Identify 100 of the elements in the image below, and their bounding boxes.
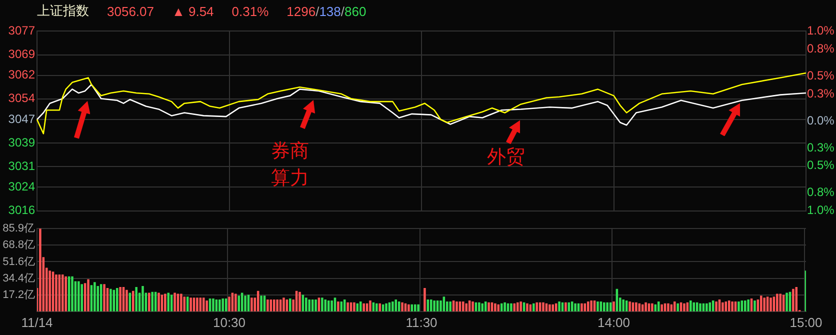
bar (603, 302, 606, 312)
bar (298, 292, 301, 312)
x-tick-label: 11:30 (406, 314, 438, 330)
bar (763, 298, 766, 312)
bar (148, 292, 150, 312)
bar (394, 300, 397, 312)
bar (337, 301, 340, 312)
bar (206, 300, 208, 312)
y-tick-label: 3062 (8, 68, 36, 82)
bar (536, 302, 538, 312)
bar (786, 292, 788, 312)
bar (488, 302, 490, 312)
bar (353, 302, 356, 312)
bar (158, 292, 160, 312)
y2-tick-label: 0.8% (807, 41, 835, 56)
annotation: 外贸 (487, 145, 526, 170)
bar (289, 298, 292, 312)
text: 3056.07 (107, 4, 154, 18)
y-tick-label: 3069 (8, 47, 36, 62)
bar (392, 301, 394, 312)
bar (744, 300, 746, 312)
bar (478, 302, 480, 312)
y-tick-label: 3031 (8, 158, 36, 173)
bar (516, 302, 519, 312)
bar (48, 270, 51, 312)
bar (180, 294, 182, 312)
bar (376, 303, 378, 312)
bar (222, 298, 224, 312)
bar (378, 303, 381, 312)
bar (126, 290, 128, 312)
bar (308, 300, 310, 312)
bar (510, 303, 512, 312)
bar (494, 303, 496, 312)
bar (244, 296, 246, 312)
bar (440, 300, 442, 312)
bar (456, 301, 458, 312)
bar (532, 303, 535, 312)
bar (715, 301, 718, 312)
bar (228, 296, 230, 312)
bar (132, 290, 134, 312)
bar (110, 288, 112, 312)
bar (731, 301, 734, 312)
bar (62, 274, 64, 312)
bar (504, 302, 506, 312)
bar (142, 286, 144, 312)
x-tick-label: 14:00 (597, 314, 630, 330)
bar (747, 300, 750, 312)
bar (330, 300, 333, 312)
bar (722, 302, 724, 312)
y2-tick-label: 1.0% (807, 203, 835, 218)
bar (135, 287, 138, 312)
bar (346, 302, 349, 312)
annotation: 券商算力 (271, 139, 310, 191)
y2-tick-label: 0.5% (807, 68, 835, 82)
bar (321, 298, 324, 312)
bar (417, 304, 420, 312)
text: ▲ 9.54 (172, 4, 214, 18)
bar (542, 302, 544, 312)
bar (369, 300, 372, 312)
y-tick-label: 68.8亿 (2, 239, 35, 252)
bar (218, 300, 221, 312)
y2-tick-label: 0.0% (807, 113, 835, 128)
bar (190, 298, 192, 312)
chart-title: 上证指数 (37, 2, 89, 20)
bar (260, 296, 262, 312)
y2-tick-label: 0.5% (807, 158, 835, 172)
bar (401, 302, 404, 312)
bar (526, 303, 528, 312)
y2-tick-label: 0.8% (807, 185, 835, 200)
bar (80, 284, 83, 312)
bar (78, 281, 80, 312)
y-tick-label: 3016 (8, 203, 36, 218)
bar (385, 303, 388, 312)
bar (779, 294, 782, 312)
bar (424, 288, 426, 312)
bar (64, 276, 67, 312)
bar (612, 301, 615, 312)
y2-tick-label: 0.3% (807, 86, 835, 100)
y-tick-label: 85.9亿 (2, 222, 35, 235)
x-tick-label: 11/14 (21, 314, 53, 330)
bar (590, 300, 592, 312)
bar (103, 284, 106, 312)
bar (119, 287, 122, 312)
bar (94, 282, 96, 312)
bar (683, 303, 686, 312)
bar (196, 298, 198, 312)
y-tick-label: 17.2亿 (2, 288, 35, 301)
bar (770, 298, 772, 312)
bar (580, 303, 583, 312)
bar (433, 300, 436, 312)
bar (266, 300, 269, 312)
bar (39, 228, 42, 312)
y2-tick-label: 0.3% (807, 140, 835, 154)
bar (692, 302, 695, 312)
bar (164, 294, 166, 312)
bar (276, 300, 278, 312)
bar (362, 303, 365, 312)
bar (282, 298, 285, 312)
y-tick-label: 34.4亿 (2, 272, 35, 284)
bar (55, 274, 58, 312)
